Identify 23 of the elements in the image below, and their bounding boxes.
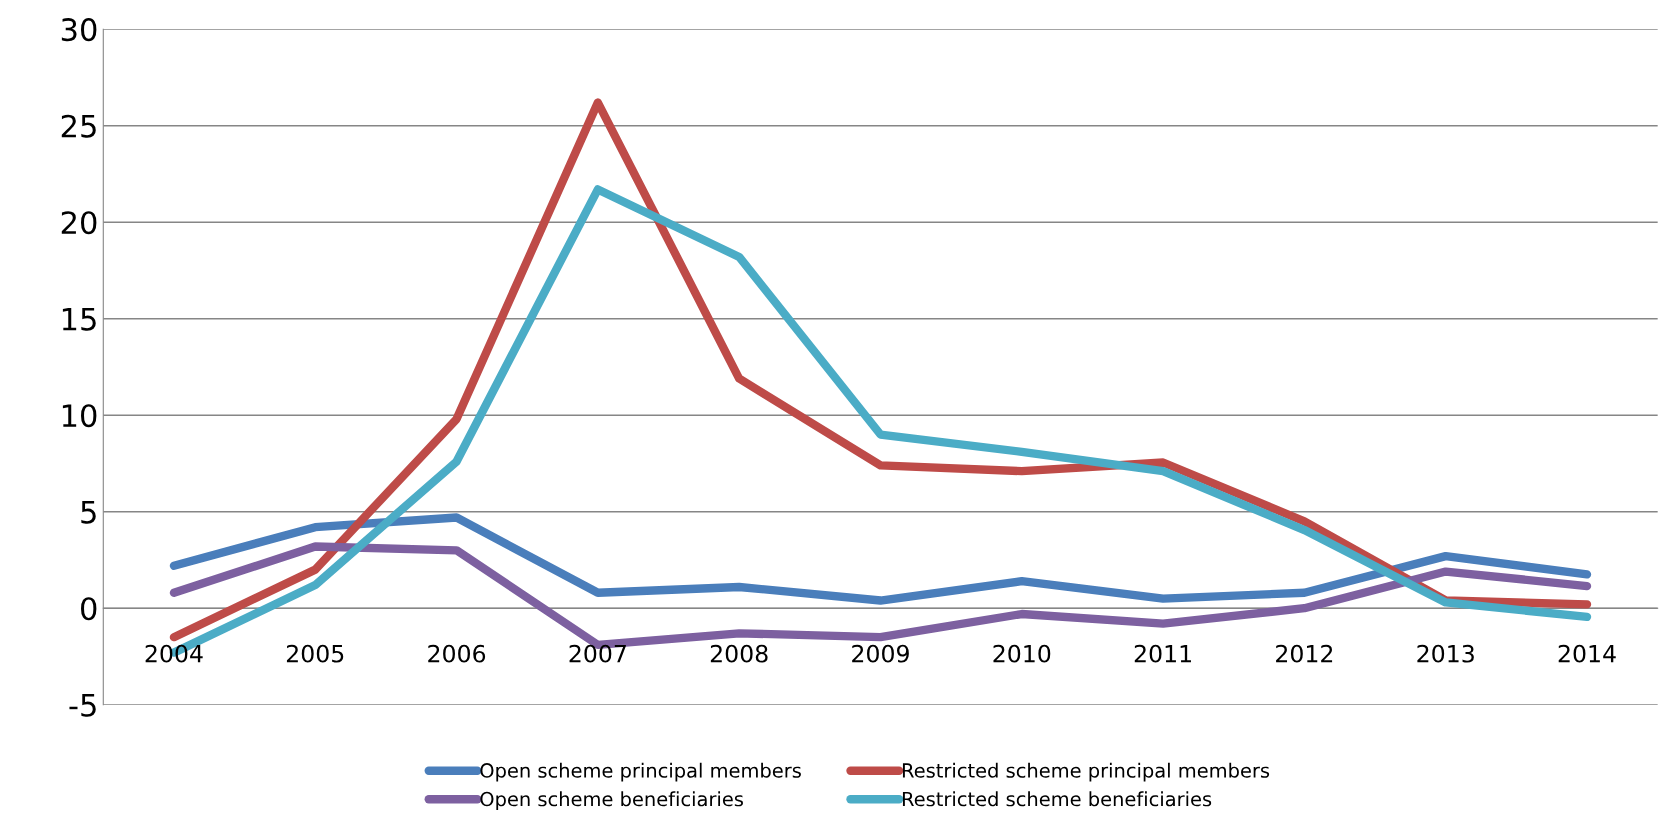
legend-label: Open scheme beneficiaries bbox=[480, 791, 743, 811]
y-tick-label: 10 bbox=[62, 404, 97, 428]
y-tick-label: 30 bbox=[61, 18, 97, 42]
y-tick-label: 20 bbox=[61, 211, 97, 235]
legend-label: Open scheme principal members bbox=[480, 762, 801, 782]
x-tick-label: 2008 bbox=[710, 644, 768, 663]
y-tick-label: 15 bbox=[62, 308, 96, 331]
legend-label: Restricted scheme beneficiaries bbox=[902, 791, 1212, 807]
y-tick-label: -5 bbox=[69, 694, 96, 717]
x-tick-label: 2006 bbox=[428, 644, 486, 663]
x-tick-label: 2009 bbox=[852, 644, 909, 663]
x-tick-label: 2005 bbox=[286, 644, 344, 663]
x-tick-label: 2007 bbox=[569, 644, 626, 663]
x-tick-label: 2013 bbox=[1417, 644, 1474, 663]
x-tick-label: 2004 bbox=[145, 644, 203, 663]
legend-label: Restricted scheme principal members bbox=[902, 762, 1270, 782]
y-tick-label: 5 bbox=[81, 501, 96, 524]
x-tick-label: 2014 bbox=[1558, 644, 1616, 663]
x-tick-label: 2010 bbox=[993, 644, 1051, 663]
x-tick-label: 2011 bbox=[1134, 644, 1191, 663]
x-tick-label: 2012 bbox=[1276, 644, 1333, 663]
y-tick-label: 0 bbox=[81, 597, 97, 621]
y-tick-label: 25 bbox=[61, 114, 96, 138]
